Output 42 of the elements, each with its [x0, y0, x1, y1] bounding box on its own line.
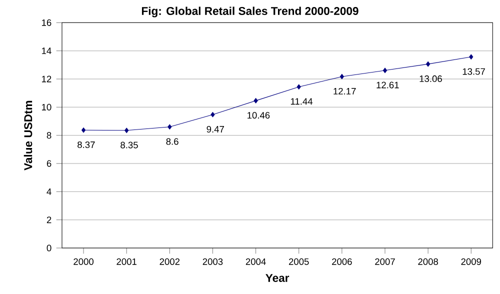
x-tick-label: 2008: [418, 258, 438, 265]
data-label: 11.44: [290, 98, 313, 105]
point: [168, 124, 172, 130]
y-tick-label: 4: [46, 188, 52, 195]
y-tick-label: 6: [46, 160, 52, 167]
point: [81, 127, 86, 133]
x-tick-label: 2000: [74, 258, 94, 265]
y-tick-label: 14: [42, 48, 52, 54]
x-tick-label: 2009: [461, 258, 482, 265]
data-label: 13.06: [420, 75, 442, 82]
data-label: 9.47: [206, 126, 224, 133]
data-label: 13.57: [462, 68, 485, 75]
y-tick-label: 2: [46, 216, 52, 224]
point: [382, 68, 388, 74]
x-tick-label: 2001: [116, 258, 136, 265]
x-tick-label: 2002: [160, 258, 180, 265]
chart-title: Fig: Global Retail Sales Trend 2000-2009: [142, 6, 358, 18]
data-label: 8.35: [120, 142, 138, 148]
data-label: 12.17: [334, 88, 356, 94]
x-tick-label: 2006: [332, 258, 352, 265]
point: [340, 74, 344, 80]
data-label: 12.61: [376, 82, 399, 88]
point: [124, 128, 129, 134]
x-tick-label: 2007: [375, 258, 395, 265]
y-tick-label: 0: [46, 244, 52, 252]
y-axis-title: Value USDtm: [24, 100, 32, 170]
y-tick-label: 16: [42, 19, 52, 26]
point: [210, 112, 215, 118]
x-axis-title: Year: [266, 274, 290, 282]
x-tick-label: 2004: [246, 258, 266, 265]
data-label: 8.6: [166, 138, 178, 145]
x-tick-label: 2003: [202, 258, 223, 265]
point: [254, 98, 258, 104]
x-tick-label: 2005: [288, 258, 309, 265]
y-tick-label: 12: [42, 76, 52, 82]
point: [469, 54, 474, 60]
y-tick-label: 10: [42, 104, 52, 110]
y-tick-label: 8: [46, 132, 52, 139]
data-label: 8.37: [78, 141, 95, 148]
point: [426, 61, 430, 67]
point: [296, 84, 301, 90]
data-label: 10.46: [248, 112, 270, 119]
